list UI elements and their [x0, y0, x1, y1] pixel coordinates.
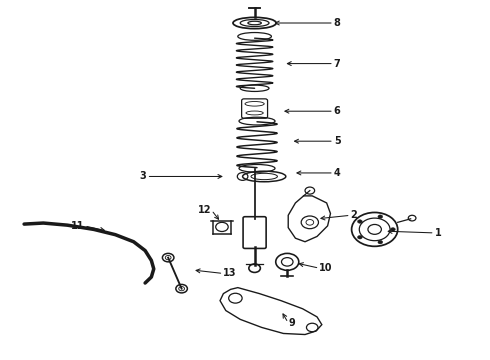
Text: 2: 2: [351, 210, 357, 220]
Text: 8: 8: [334, 18, 341, 28]
Circle shape: [358, 235, 362, 239]
Text: 9: 9: [288, 318, 295, 328]
Text: 7: 7: [334, 59, 341, 68]
Text: 11: 11: [71, 221, 84, 231]
Circle shape: [378, 240, 383, 244]
Circle shape: [358, 220, 362, 223]
Text: 4: 4: [334, 168, 341, 178]
Text: 1: 1: [435, 228, 441, 238]
Circle shape: [391, 228, 395, 231]
Text: 6: 6: [334, 106, 341, 116]
Text: 5: 5: [334, 136, 341, 146]
Circle shape: [378, 215, 383, 219]
Text: 12: 12: [198, 205, 211, 215]
Text: 13: 13: [223, 269, 237, 279]
Text: 3: 3: [140, 171, 147, 181]
Text: 10: 10: [319, 263, 333, 273]
